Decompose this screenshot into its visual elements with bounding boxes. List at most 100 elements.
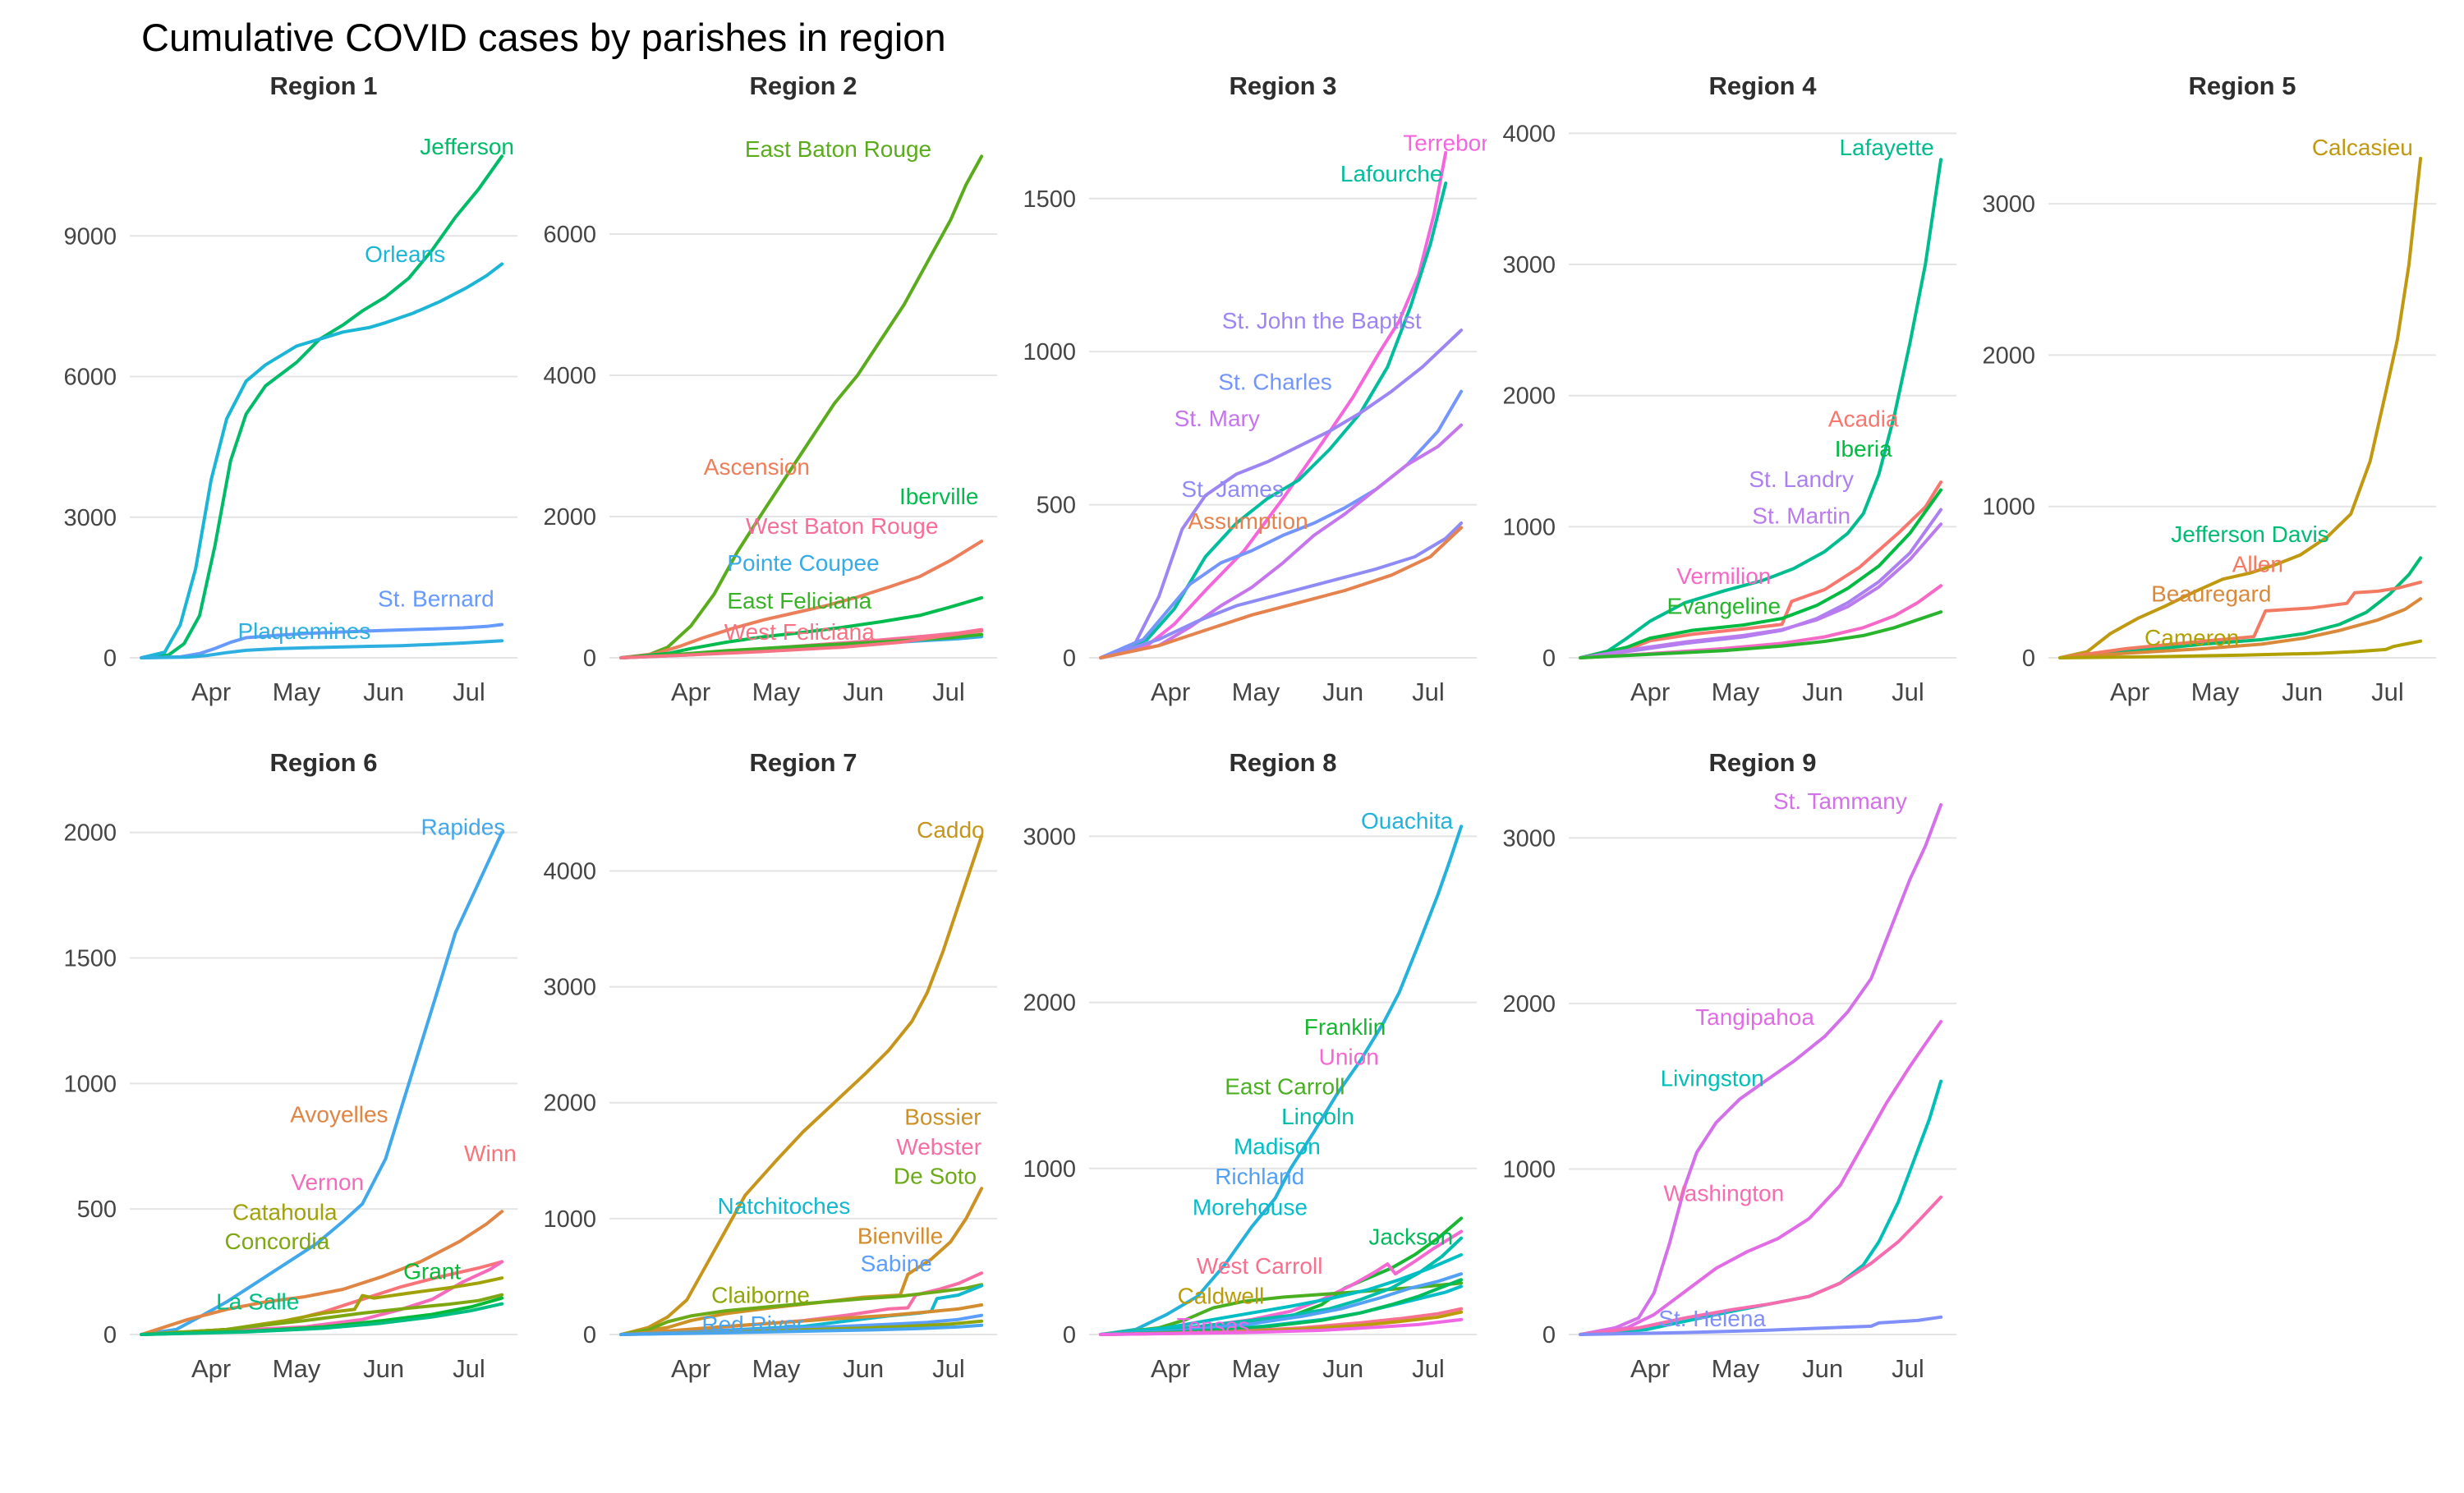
series-label-de-soto: De Soto	[894, 1163, 977, 1188]
facet-region-4: Region 4 0 1000 2000 3000 4000 Apr May Jun Jul Laf…	[1487, 67, 1966, 724]
x-axis-tick-label: May	[1232, 1354, 1280, 1383]
series-label-st-martin: St. Martin	[1752, 503, 1850, 529]
series-label-caddo: Caddo	[917, 817, 985, 843]
x-axis-tick-label: Apr	[1630, 678, 1670, 706]
series-label-plaquemines: Plaquemines	[237, 618, 370, 644]
facet-title: Region 5	[2189, 71, 2296, 100]
y-axis-tick-label: 1000	[543, 1206, 596, 1233]
series-label-west-baton-rouge: West Baton Rouge	[746, 513, 939, 539]
series-line-acadia	[1579, 480, 1943, 659]
facet-region-7: Region 7 0 1000 2000 3000 4000 Apr May Jun Jul Cad…	[527, 743, 1007, 1400]
series-label-ouachita: Ouachita	[1361, 808, 1453, 834]
y-axis-tick-label: 2000	[543, 1091, 596, 1117]
x-axis-tick-label: May	[752, 1354, 801, 1383]
series-line-st-tammany	[1579, 803, 1943, 1336]
series-line-de-soto	[619, 1283, 984, 1336]
x-axis-tick-label: Apr	[191, 678, 231, 706]
x-axis-tick-label: Jun	[1322, 1354, 1363, 1383]
series-line-east-baton-rouge	[619, 154, 984, 659]
series-label-jackson: Jackson	[1368, 1224, 1453, 1250]
facet-region-6: Region 6 0 500 1000 1500 2000 Apr May Jun Jul Rapi…	[48, 743, 527, 1400]
series-line-west-feliciana	[619, 629, 984, 659]
series-label-la-salle: La Salle	[216, 1289, 299, 1314]
series-label-st-bernard: St. Bernard	[378, 586, 494, 612]
series-label-lincoln: Lincoln	[1281, 1104, 1354, 1129]
y-axis-tick-label: 1000	[1982, 494, 2035, 521]
facet-region-3: Region 3 0 500 1000 1500 Apr May Jun Jul Terrebon…	[1007, 67, 1487, 724]
series-label-tangipahoa: Tangipahoa	[1695, 1004, 1814, 1030]
series-label-east-feliciana: East Feliciana	[727, 588, 871, 613]
y-axis-tick-label: 4000	[1502, 121, 1556, 147]
series-label-caldwell: Caldwell	[1178, 1283, 1265, 1308]
series-line-la-salle	[140, 1302, 504, 1336]
series-label-west-feliciana: West Feliciana	[724, 619, 876, 645]
series-line-bienville	[619, 1303, 984, 1336]
x-axis-tick-label: Jun	[843, 1354, 884, 1383]
x-axis-tick-label: Jul	[2371, 678, 2404, 706]
y-axis-tick-label: 1000	[1502, 514, 1556, 540]
series-label-red-river: Red River	[701, 1312, 803, 1337]
facet-chart-region-3: Region 3 0 500 1000 1500 Apr May Jun Jul Terrebon…	[1023, 71, 1487, 706]
series-label-ascension: Ascension	[704, 454, 810, 480]
chart-title: Cumulative COVID cases by parishes in re…	[141, 16, 946, 59]
series-line-ascension	[619, 540, 984, 659]
x-axis-tick-label: May	[1712, 678, 1760, 706]
facet-chart-region-1: Region 1 0 3000 6000 9000 Apr May Jun Jul Jeffers…	[63, 71, 517, 706]
series-line-richland	[1099, 1272, 1464, 1336]
series-label-lafayette: Lafayette	[1839, 135, 1933, 160]
series-label-st-helena: St. Helena	[1658, 1306, 1766, 1331]
y-axis-tick-label: 3000	[543, 975, 596, 1001]
y-axis-tick-label: 0	[583, 1322, 596, 1348]
series-line-jackson	[1099, 1278, 1464, 1336]
x-axis-tick-label: May	[273, 678, 321, 706]
series-label-bienville: Bienville	[857, 1224, 943, 1249]
y-axis-tick-label: 0	[1063, 645, 1076, 672]
y-axis-tick-label: 1500	[1023, 186, 1076, 213]
series-label-union: Union	[1319, 1044, 1379, 1069]
series-label-vernon: Vernon	[291, 1169, 364, 1195]
series-label-avoyelles: Avoyelles	[290, 1102, 388, 1128]
facet-title: Region 9	[1709, 748, 1817, 777]
facet-title: Region 2	[750, 71, 857, 100]
series-label-winn: Winn	[464, 1141, 517, 1166]
series-label-calcasieu: Calcasieu	[2312, 135, 2413, 160]
facet-title: Region 6	[270, 748, 378, 777]
series-line-lafourche	[1099, 181, 1448, 659]
y-axis-tick-label: 6000	[63, 365, 117, 391]
y-axis-tick-label: 3000	[1502, 252, 1556, 278]
y-axis-tick-label: 9000	[63, 223, 117, 250]
x-axis-tick-label: May	[1232, 678, 1280, 706]
facet-chart-region-5: Region 5 0 1000 2000 3000 Apr May Jun Jul Calcasi…	[1982, 71, 2436, 706]
facet-region-5: Region 5 0 1000 2000 3000 Apr May Jun Jul Calcasi…	[1966, 67, 2446, 724]
series-label-natchitoches: Natchitoches	[717, 1193, 850, 1219]
series-label-pointe-coupee: Pointe Coupee	[727, 550, 879, 576]
y-axis-tick-label: 0	[2022, 645, 2035, 672]
x-axis-tick-label: Jul	[1892, 678, 1924, 706]
y-axis-tick-label: 2000	[1023, 990, 1076, 1017]
series-label-st-james: St. James	[1181, 476, 1283, 502]
series-label-concordia: Concordia	[225, 1229, 330, 1254]
facet-region-2: Region 2 0 2000 4000 6000 Apr May Jun Jul East Ba…	[527, 67, 1007, 724]
facet-chart-region-9: Region 9 0 1000 2000 3000 Apr May Jun Jul St. Tam…	[1502, 748, 1956, 1383]
series-label-terrebonne: Terrebonne	[1403, 131, 1487, 156]
series-label-iberia: Iberia	[1835, 436, 1892, 462]
y-axis-tick-label: 0	[583, 645, 596, 672]
series-label-lafourche: Lafourche	[1340, 161, 1443, 186]
series-line-st-bernard	[140, 622, 504, 659]
series-line-evangeline	[1579, 610, 1943, 659]
series-line-east-carroll	[1099, 1281, 1464, 1336]
y-axis-tick-label: 0	[1542, 645, 1556, 672]
series-line-caddo	[619, 834, 984, 1336]
series-label-livingston: Livingston	[1661, 1066, 1764, 1091]
series-line-tensas	[1099, 1317, 1464, 1336]
series-label-jefferson-davis: Jefferson Davis	[2171, 521, 2328, 547]
x-axis-tick-label: Apr	[671, 1354, 710, 1383]
series-label-st-john-the-baptist: St. John the Baptist	[1222, 308, 1422, 333]
series-line-concordia	[140, 1293, 504, 1336]
series-line-madison	[1099, 1252, 1464, 1336]
x-axis-tick-label: Apr	[1151, 678, 1190, 706]
series-line-allen	[2058, 580, 2423, 659]
series-label-bossier: Bossier	[904, 1104, 981, 1129]
series-label-catahoula: Catahoula	[232, 1200, 338, 1225]
x-axis-tick-label: Jun	[1322, 678, 1363, 706]
